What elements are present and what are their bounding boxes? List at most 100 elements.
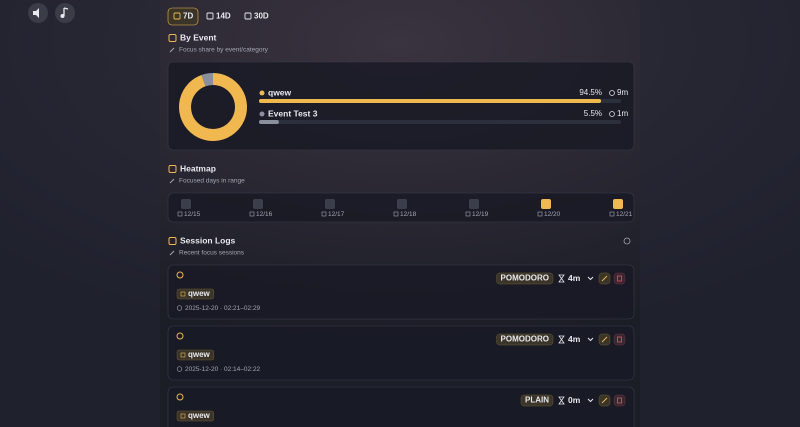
hourglass-icon xyxy=(558,335,565,344)
session-time: 2025-12-20 · 02:14–02:22 xyxy=(185,366,261,373)
day-cell xyxy=(397,199,407,209)
bar-track xyxy=(259,120,621,124)
timer-icon xyxy=(176,332,184,340)
event-name: qwew xyxy=(268,87,292,97)
tab-icon xyxy=(173,12,181,20)
event-duration: 1m xyxy=(617,109,628,118)
subtitle-icon xyxy=(169,178,175,184)
day-label: 12/15 xyxy=(184,211,201,218)
share-bar xyxy=(259,99,602,103)
day-cell xyxy=(325,199,335,209)
delete-button[interactable] xyxy=(613,272,626,285)
day-label: 12/20 xyxy=(544,211,561,218)
day-cell-focused xyxy=(541,199,551,209)
content: 7D 14D 30D By Event Focus share by event/cat… xyxy=(167,7,635,427)
clock-icon xyxy=(176,366,183,372)
edit-icon xyxy=(601,275,608,282)
section-subtitle: Recent focus sessions xyxy=(179,250,245,257)
duration: 4m xyxy=(568,273,581,283)
day-icon xyxy=(465,211,471,217)
logs-icon xyxy=(168,237,177,245)
tag-badge xyxy=(176,288,215,300)
tag-badge xyxy=(176,349,215,361)
event-share: 5.5% xyxy=(584,109,602,118)
tag-badge xyxy=(176,410,215,422)
section-title: Session Logs xyxy=(180,235,236,245)
backdrop-right xyxy=(640,0,800,427)
mode-badge-text: POMODORO xyxy=(501,335,549,344)
clock-icon xyxy=(609,90,615,96)
day-icon xyxy=(321,211,327,217)
event-card xyxy=(167,61,635,151)
day-icon xyxy=(249,211,255,217)
event-dot xyxy=(259,90,265,96)
day-icon xyxy=(393,211,399,217)
expand-button[interactable] xyxy=(587,337,594,342)
clock-icon xyxy=(609,111,615,117)
donut-segment xyxy=(201,73,214,87)
event-duration: 9m xyxy=(617,88,628,97)
range-tab[interactable] xyxy=(167,7,199,26)
event-dot xyxy=(259,111,265,117)
event-icon xyxy=(168,34,177,42)
clock-icon xyxy=(176,305,183,311)
backdrop-left xyxy=(0,0,160,427)
duration: 4m xyxy=(568,334,581,344)
tab-label: 30D xyxy=(254,12,269,21)
delete-icon xyxy=(617,397,622,404)
mode-badge xyxy=(496,272,554,285)
delete-icon xyxy=(617,336,622,343)
tag-icon xyxy=(180,291,186,297)
heatmap-icon xyxy=(168,165,177,173)
event-share: 94.5% xyxy=(579,88,602,97)
mode-badge-text: POMODORO xyxy=(501,274,549,283)
expand-button[interactable] xyxy=(587,398,594,403)
day-icon xyxy=(609,211,615,217)
subtitle-icon xyxy=(169,250,175,256)
music-icon xyxy=(63,7,69,16)
hourglass-icon xyxy=(558,396,565,405)
tab-icon xyxy=(206,12,214,20)
day-label: 12/16 xyxy=(256,211,273,218)
tab-icon xyxy=(244,12,252,20)
mode-badge xyxy=(496,333,554,346)
section-subtitle: Focused days in range xyxy=(179,178,245,185)
music-button[interactable] xyxy=(55,3,75,23)
tag-text: qwew xyxy=(188,350,211,359)
mode-badge-text: PLAIN xyxy=(525,396,549,405)
event-name: Event Test 3 xyxy=(268,108,318,118)
timer-icon xyxy=(176,393,184,401)
session-time: 2025-12-20 · 02:21–02:29 xyxy=(185,305,261,312)
share-bar xyxy=(259,120,279,124)
mode-badge xyxy=(520,394,554,407)
delete-button[interactable] xyxy=(613,394,626,407)
music-icon-dot xyxy=(60,14,65,18)
day-label: 12/18 xyxy=(400,211,417,218)
day-cell-focused xyxy=(613,199,623,209)
day-icon xyxy=(177,211,183,217)
duration: 0m xyxy=(568,395,581,405)
tag-icon xyxy=(180,413,186,419)
section-subtitle: Focus share by event/category xyxy=(179,47,269,54)
hourglass-icon xyxy=(558,274,565,283)
subtitle-icon xyxy=(169,47,175,53)
help-button[interactable] xyxy=(623,237,631,245)
sound-icon xyxy=(33,8,39,18)
tag-icon xyxy=(180,352,186,358)
timer-icon xyxy=(176,271,184,279)
day-label: 12/21 xyxy=(616,211,633,218)
tag-text: qwew xyxy=(188,411,211,420)
day-cell xyxy=(469,199,479,209)
tab-label: 7D xyxy=(183,12,193,21)
day-icon xyxy=(537,211,543,217)
expand-button[interactable] xyxy=(587,276,594,281)
delete-button[interactable] xyxy=(613,333,626,346)
log-card xyxy=(167,386,635,427)
tag-text: qwew xyxy=(188,289,211,298)
tab-label: 14D xyxy=(216,12,231,21)
day-label: 12/17 xyxy=(328,211,345,218)
day-cell xyxy=(253,199,263,209)
delete-icon xyxy=(617,275,622,282)
day-cell xyxy=(181,199,191,209)
